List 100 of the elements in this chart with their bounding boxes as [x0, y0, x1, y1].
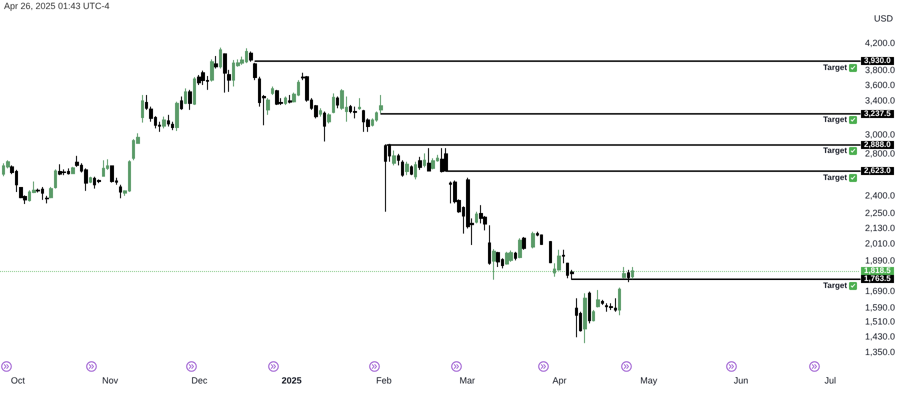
- candlestick: [288, 94, 292, 104]
- data-label: 3,930.0: [861, 56, 894, 66]
- x-tick-label: Jun: [734, 376, 748, 386]
- candlestick: [45, 195, 49, 204]
- candlestick: [431, 158, 435, 170]
- candlestick: [141, 94, 144, 124]
- y-tick-label: 4,200.0: [865, 38, 896, 48]
- candlestick: [180, 96, 183, 110]
- y-axis-title: USD: [874, 14, 894, 24]
- candlestick: [188, 89, 192, 110]
- text: Apr 26, 2025 01:43 UTC-4: [4, 1, 110, 11]
- candlestick: [531, 231, 535, 249]
- candlestick: [62, 168, 66, 176]
- x-tick-label: Mar: [459, 376, 475, 386]
- candlestick: [145, 94, 148, 110]
- candlestick: [518, 238, 522, 259]
- candlestick: [418, 156, 422, 170]
- y-tick-label: 1,430.0: [865, 331, 896, 342]
- candlestick: [336, 96, 339, 109]
- candlestick: [327, 112, 331, 124]
- candlestick: [614, 298, 617, 312]
- candlestick: [271, 86, 274, 96]
- data-label: 1,763.5: [861, 274, 894, 284]
- candlestick: [184, 88, 187, 105]
- x-tick-label: Oct: [10, 376, 26, 386]
- x-tick-label: Jul: [824, 376, 836, 386]
- annotation: Target: [823, 62, 847, 72]
- candlestick: [596, 290, 600, 308]
- candlestick: [275, 89, 279, 106]
- candlestick: [588, 291, 591, 324]
- candlestick: [284, 96, 287, 106]
- y-tick-label: 2,130.0: [865, 222, 896, 233]
- candlestick: [488, 224, 491, 266]
- y-tick-label: 1,510.0: [865, 316, 896, 327]
- candlestick: [223, 52, 227, 94]
- candlestick: [609, 302, 613, 311]
- candlestick: [514, 251, 517, 261]
- candlestick: [397, 153, 400, 166]
- candlestick: [49, 186, 53, 199]
- candlestick: [631, 266, 634, 280]
- candlestick: [414, 161, 417, 180]
- candlestick: [249, 51, 253, 62]
- candlestick: [219, 47, 222, 69]
- x-tick-label: Dec: [191, 376, 208, 386]
- candlestick: [162, 116, 166, 129]
- candlestick: [110, 164, 114, 184]
- candlestick: [332, 92, 335, 114]
- candlestick: [54, 168, 57, 190]
- candlestick: [540, 234, 543, 246]
- data-label: 3,237.5: [861, 108, 894, 118]
- candlestick: [266, 98, 270, 116]
- candlestick: [89, 176, 92, 184]
- y-tick-label: 2,800.0: [865, 148, 896, 158]
- candlestick: [358, 98, 361, 110]
- annotation: Target: [823, 146, 847, 156]
- annotation: Target: [823, 115, 847, 124]
- candlestick: [509, 250, 513, 262]
- x-tick-label: Nov: [102, 376, 119, 386]
- candlestick: [102, 160, 105, 178]
- candlestick: [505, 251, 509, 266]
- candlestick: [401, 160, 404, 178]
- data-label: 2,623.0: [861, 166, 894, 176]
- candlestick: [583, 292, 587, 344]
- x-tick-label: Feb: [376, 376, 392, 386]
- y-tick-label: 3,400.0: [865, 96, 896, 106]
- candlestick: [522, 236, 526, 250]
- candlestick: [71, 166, 75, 175]
- candlestick: [475, 211, 478, 224]
- candlestick: [622, 266, 626, 279]
- y-tick-label: 1,890.0: [865, 255, 896, 266]
- candlestick: [405, 161, 409, 176]
- candlestick: [549, 240, 552, 264]
- candlestick: [375, 111, 378, 122]
- x-tick-label: Apr: [552, 376, 566, 386]
- candlestick: [618, 287, 621, 316]
- y-tick-label: 2,250.0: [865, 208, 896, 218]
- y-tick-label: 1,350.0: [865, 347, 896, 357]
- candlestick: [592, 310, 595, 322]
- y-tick-label: 3,600.0: [865, 80, 896, 90]
- candlestick: [575, 298, 578, 338]
- y-tick-label: 3,800.0: [865, 65, 896, 76]
- candlestick: [323, 111, 326, 142]
- y-tick-label: 3,000.0: [865, 130, 896, 140]
- candlestick: [379, 94, 383, 114]
- candlestick: [562, 249, 565, 264]
- candlestick: [58, 164, 62, 176]
- y-tick-label: 1,690.0: [865, 286, 896, 296]
- y-tick-label: 1,590.0: [865, 302, 896, 312]
- candlestick: [319, 108, 322, 118]
- candlestick: [353, 106, 357, 119]
- candlestick: [410, 164, 413, 176]
- x-tick-label: 2025: [282, 376, 302, 386]
- annotation: Target: [823, 172, 847, 182]
- candlestick: [427, 148, 431, 172]
- candlestick: [84, 168, 88, 192]
- candlestick: [392, 150, 396, 166]
- x-tick-label: May: [640, 376, 658, 386]
- candlestick: [210, 58, 214, 82]
- ref-line-label: 1,818.5: [861, 266, 894, 275]
- candlestick: [423, 152, 426, 168]
